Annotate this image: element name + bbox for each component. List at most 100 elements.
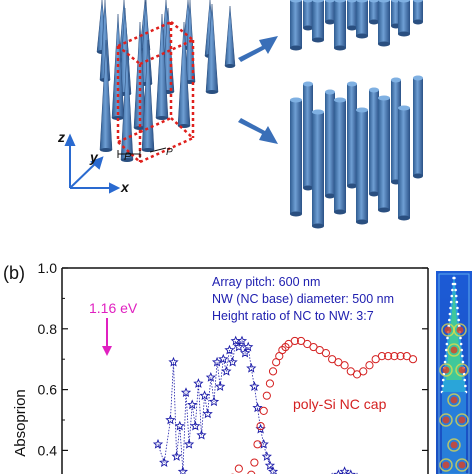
nanowire [303,81,313,191]
y-tick: 0.6 [38,382,428,398]
nanocone [120,49,134,162]
data-point-star [205,372,216,382]
data-point-star [215,381,226,391]
nanowire [312,0,324,43]
nanowire [398,105,410,221]
panel-b-chart: 0.4 0.6 0.8 1.0 Absoprion 1.16 eV Array pit… [12,260,472,474]
nanowire [413,75,423,179]
data-point-star [187,399,198,410]
coordinate-axes [64,133,121,194]
y-tick: 0.8 [38,321,428,337]
panel-b-label: (b) [3,263,25,283]
transform-arrows [238,36,278,144]
data-point-circle [253,440,262,449]
data-point-star [233,341,244,352]
data-point-star [333,469,344,474]
nanowire [398,0,410,37]
data-point-circle [377,352,386,361]
y-tick: 1.0 [38,260,428,276]
nanowire [347,81,357,189]
info-line-height-ratio: Height ratio of NC to NW: 3:7 [212,309,374,323]
nanowire [413,0,423,25]
nanowire [356,107,368,225]
nanowire [369,0,379,25]
data-point-circle [408,355,418,364]
data-point-star [243,341,254,352]
data-point-star [202,408,213,419]
nanocone [99,39,113,152]
nanowire [347,0,357,31]
data-point-star [239,347,251,358]
pitch-label: P [124,151,132,163]
data-point-star [183,438,195,449]
nanowire [290,97,302,217]
y-tick: 0.4 [38,442,428,458]
nanowire [378,0,390,47]
data-point-star [236,335,248,346]
data-point-circle [247,470,256,474]
nanowire [369,87,379,197]
data-point-circle [268,367,278,376]
data-point-star [221,366,232,376]
series-red-circles [230,336,418,474]
data-point-circle [359,367,368,376]
annotation-arrow [102,318,112,356]
nanocone-array [96,0,236,162]
data-point-circle [234,464,243,473]
data-point-circle [321,349,331,358]
y-tick-label: 0.8 [38,321,58,337]
nanocone [133,21,147,130]
nanowire [290,0,302,51]
data-point-circle [290,336,299,346]
data-point-circle [390,352,399,361]
data-point-star [152,438,164,449]
info-line-pitch: Array pitch: 600 nm [212,275,320,289]
field-map-inset [436,271,472,474]
data-point-circle [396,352,405,361]
data-point-star [267,466,279,474]
data-point-star [345,469,356,474]
nanowire [325,89,335,199]
nanowire [303,0,313,31]
panel-a-schematic: P P z y x [57,0,423,229]
nanowire [334,0,346,51]
data-point-star [165,414,176,425]
nanocone [224,5,236,68]
series-line [157,339,351,474]
data-point-circle [365,361,374,370]
data-point-star [190,420,201,431]
nanowire [325,0,335,25]
pitch-label-2: P [166,147,173,158]
axis-z-label: z [57,129,65,145]
data-point-star [174,420,185,431]
data-point-star [218,353,229,364]
y-axis-label: Absoprion [12,389,29,457]
data-point-star [193,378,204,388]
y-tick-label: 0.4 [38,442,58,458]
nanowire-array-short [290,0,423,51]
pitch-dimension [117,147,167,158]
data-point-star [171,451,182,461]
data-point-star [208,396,220,407]
data-point-star [196,429,207,440]
nanowire [334,97,346,215]
nanocone [205,3,219,94]
unit-cell-box [116,20,195,164]
data-point-star [227,356,238,367]
y-tick-label: 0.6 [38,382,58,398]
data-point-star [159,457,170,467]
data-point-star [199,390,210,401]
data-point-circle [250,458,259,467]
data-point-star [224,344,235,355]
data-point-star [180,387,192,397]
data-point-star [168,356,179,367]
nanowire [312,109,324,229]
nanocone [155,13,169,120]
info-line-diameter: NW (NC base) diameter: 500 nm [212,292,394,306]
nanocone [141,39,155,152]
series-blue-stars [152,335,358,474]
nanowire-array-tall [290,75,423,229]
annotation-energy: 1.16 eV [89,300,138,316]
legend-nc-cap: poly-Si NC cap [293,396,387,412]
